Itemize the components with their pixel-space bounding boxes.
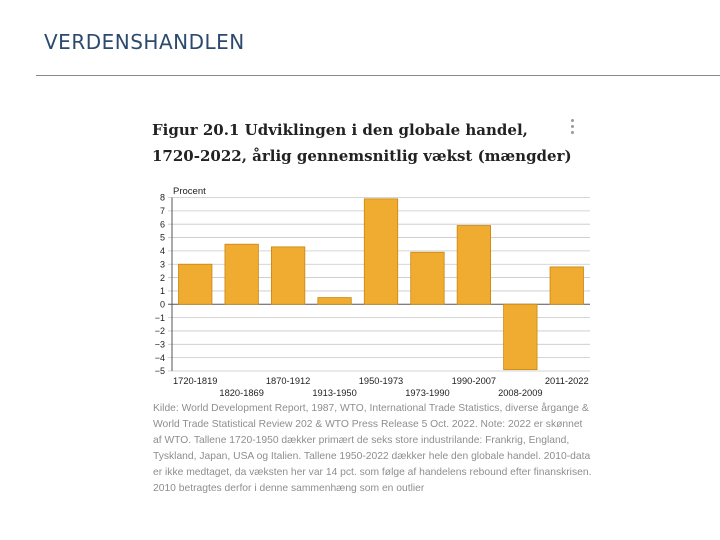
bar-1720-1819 (178, 263, 213, 305)
figure-title: Figur 20.1 Udviklingen i den globale han… (152, 121, 572, 165)
bar-2011-2022 (549, 266, 584, 305)
y-tick-label: −3 (155, 340, 165, 350)
y-axis-label: Procent (173, 186, 206, 197)
x-tick-label: 1950-1973 (359, 376, 403, 386)
y-tick-labels: 8 7 6 5 4 3 2 1 0 −1 −2 −3 −4 −5 (155, 193, 165, 377)
bar-1990-2007 (456, 225, 492, 305)
y-tick-label: −4 (155, 353, 165, 363)
x-tick-label: 1820-1869 (219, 388, 263, 398)
x-tick-label: 1973-1990 (405, 388, 449, 398)
y-tick-label: 1 (160, 286, 165, 296)
y-tick-label: −5 (155, 366, 165, 376)
bar-1870-1912 (270, 246, 306, 305)
source-note: Kilde: World Development Report, 1987, W… (153, 403, 592, 494)
y-tick-label: −1 (155, 313, 165, 323)
y-tick-label: 6 (160, 219, 165, 229)
chart-bars (178, 198, 584, 371)
kebab-menu-icon[interactable] (566, 119, 578, 137)
bar-1913-1950 (317, 297, 352, 305)
y-tick-label: 8 (160, 193, 165, 203)
y-tick-label: 5 (160, 233, 165, 243)
x-tick-label: 2011-2022 (545, 376, 589, 386)
y-tick-label: 4 (160, 246, 165, 256)
x-tick-labels: 1720-18191820-18691870-19121913-19501950… (173, 376, 589, 398)
y-tick-label: −2 (155, 326, 165, 336)
x-tick-label: 1720-1819 (173, 376, 217, 386)
x-tick-label: 1870-1912 (266, 376, 310, 386)
x-tick-label: 1990-2007 (452, 376, 496, 386)
bar-2008-2009 (503, 303, 538, 371)
slide-title: VERDENSHANDLEN (44, 30, 245, 54)
bar-1820-1869 (224, 243, 259, 305)
x-tick-label: 2008-2009 (498, 388, 542, 398)
bar-1950-1973 (363, 198, 399, 305)
bar-1973-1990 (410, 251, 445, 305)
x-tick-label: 1913-1950 (312, 388, 356, 398)
title-divider (36, 75, 720, 76)
y-tick-label: 3 (160, 259, 165, 269)
y-tick-label: 2 (160, 273, 165, 283)
y-tick-label: 0 (160, 299, 165, 309)
y-tick-label: 7 (160, 206, 165, 216)
